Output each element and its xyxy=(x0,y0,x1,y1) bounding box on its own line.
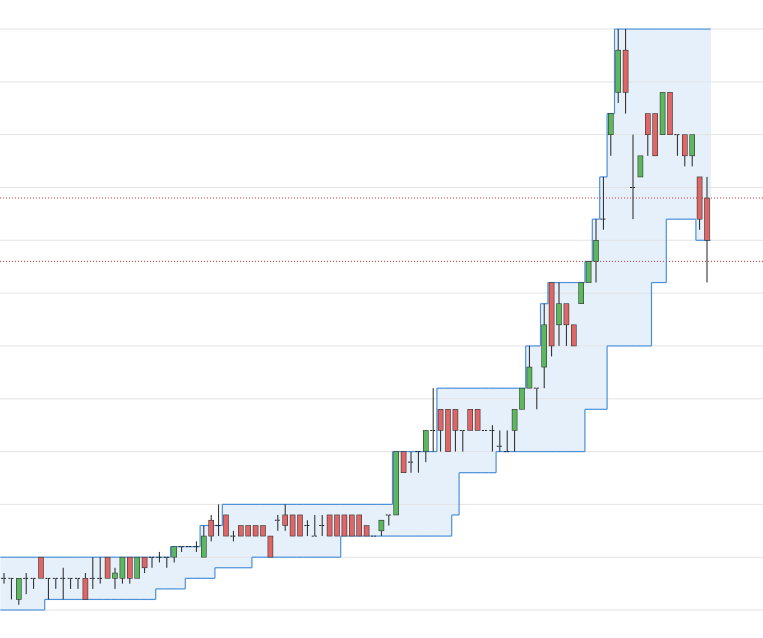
candle-body xyxy=(348,514,355,537)
candle-body xyxy=(267,535,274,558)
candle-body xyxy=(260,525,266,537)
candle-body xyxy=(208,519,214,537)
candle-body xyxy=(607,113,614,135)
candle-body xyxy=(127,556,133,579)
channel-fill xyxy=(436,388,445,537)
candle-body xyxy=(570,324,577,347)
channel-fill xyxy=(414,451,423,537)
channel-fill xyxy=(570,282,578,452)
channel-fill xyxy=(37,557,45,611)
channel-fill xyxy=(577,282,586,452)
candle-body xyxy=(38,556,44,579)
channel-fill xyxy=(148,557,156,600)
channel-fill xyxy=(681,29,689,220)
channel-fill xyxy=(592,219,600,410)
candle-body xyxy=(393,451,400,516)
candle-body xyxy=(681,134,688,157)
candle-body xyxy=(437,409,444,431)
candle-body xyxy=(104,556,111,579)
candle-body xyxy=(119,556,126,579)
channel-fill xyxy=(214,525,223,568)
channel-fill xyxy=(370,504,378,537)
candle-body xyxy=(541,324,548,368)
channel-fill xyxy=(658,29,667,283)
candle-body xyxy=(82,578,89,600)
channel-fill xyxy=(688,29,697,220)
candle-body xyxy=(578,282,585,304)
candle-body xyxy=(400,451,407,473)
candle-body xyxy=(141,556,148,569)
candle-body xyxy=(223,514,229,537)
channel-fill xyxy=(555,282,563,452)
channel-fill xyxy=(407,451,415,537)
candle-body xyxy=(548,282,555,347)
channel-fill xyxy=(444,388,452,537)
candle-body xyxy=(356,514,363,537)
candle-body xyxy=(556,303,562,326)
candle-body xyxy=(696,176,703,220)
channel-fill xyxy=(496,388,504,452)
candle-body xyxy=(297,514,303,537)
candle-body xyxy=(593,240,599,262)
channel-fill xyxy=(155,557,164,589)
candle-body xyxy=(652,113,659,157)
candle-body xyxy=(289,514,296,537)
candle-body xyxy=(422,430,429,452)
candle-body xyxy=(15,578,22,600)
candle-body xyxy=(171,546,177,558)
candle-body xyxy=(689,134,696,157)
channel-fill xyxy=(170,546,179,589)
candle-body xyxy=(585,261,592,283)
candle-body xyxy=(667,92,673,135)
candle-body xyxy=(519,387,525,410)
candle-body xyxy=(622,49,629,93)
channel-fill xyxy=(429,451,438,537)
channel-fill xyxy=(362,504,371,537)
candle-body xyxy=(326,514,333,537)
channel-fill xyxy=(562,282,571,452)
candle-body xyxy=(644,113,651,135)
channel-fill xyxy=(503,388,512,452)
candle-body xyxy=(467,409,474,431)
channel-fill xyxy=(518,388,526,452)
candle-body xyxy=(452,409,459,431)
channel-fill xyxy=(266,504,275,558)
channel-fill xyxy=(547,282,556,452)
channel-fill xyxy=(177,546,186,589)
candle-body xyxy=(201,535,207,558)
candle-body xyxy=(245,525,251,537)
channel-fill xyxy=(140,557,149,600)
channel-fill xyxy=(207,525,216,579)
candle-body xyxy=(563,303,570,326)
channel-fill xyxy=(163,557,171,589)
candle-body xyxy=(112,572,118,579)
candle-body xyxy=(363,525,370,537)
channel-fill xyxy=(584,261,593,410)
candle-body xyxy=(341,514,348,537)
candle-body xyxy=(526,366,533,389)
channel-fill xyxy=(422,451,430,537)
candle-body xyxy=(474,409,481,431)
candle-body xyxy=(511,409,518,431)
candle-body xyxy=(134,556,140,579)
candle-body xyxy=(445,409,451,452)
channel-fill xyxy=(607,113,615,346)
candle-body xyxy=(238,525,244,537)
candle-body xyxy=(282,514,289,526)
channel-fill xyxy=(673,29,682,220)
candle-body xyxy=(378,519,385,532)
candle-body xyxy=(334,514,340,537)
candle-body xyxy=(659,92,666,135)
candle-body xyxy=(637,155,644,178)
channel-fill xyxy=(399,451,408,537)
candle-body xyxy=(615,49,622,93)
candle-body xyxy=(252,525,259,537)
channel-fill xyxy=(192,546,201,579)
channel-fill xyxy=(185,546,193,579)
candle-body xyxy=(704,197,710,241)
